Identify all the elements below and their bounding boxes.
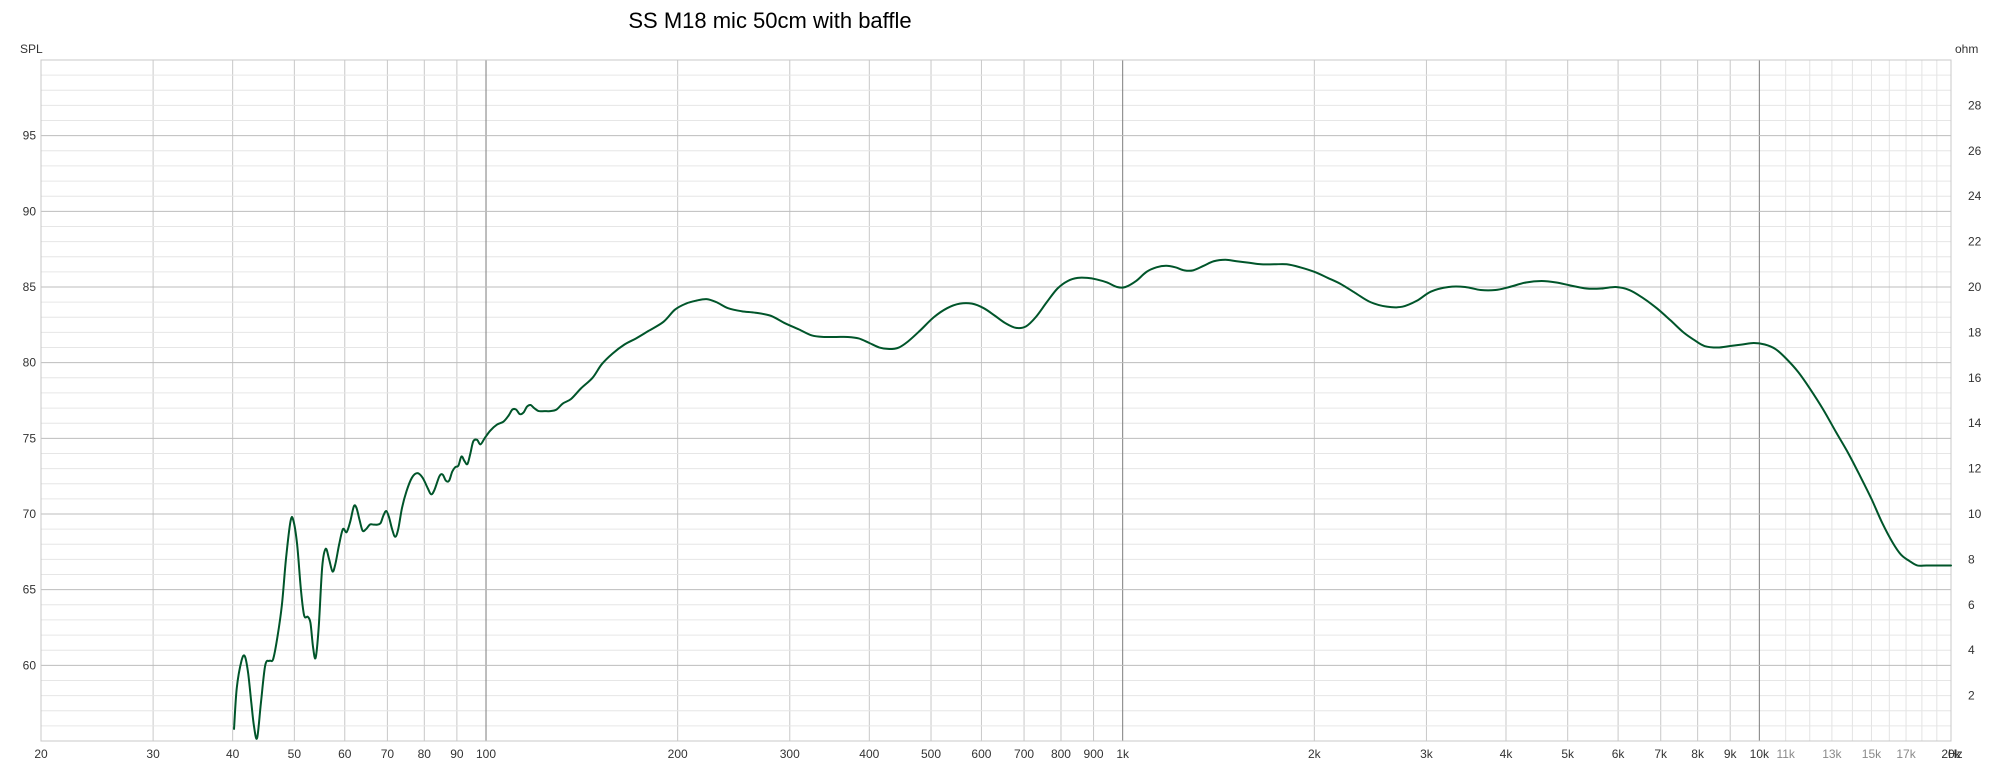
x-tick-label: 7k [1654,747,1668,761]
y2-tick-label: 16 [1968,371,1982,385]
x-tick-label: 300 [780,747,800,761]
y2-tick-label: 26 [1968,144,1982,158]
y2-tick-label: 24 [1968,189,1982,203]
x-tick-label: 800 [1051,747,1071,761]
y2-tick-label: 20 [1968,280,1982,294]
x-tick-label: 10k [1750,747,1770,761]
x-tick-label: 900 [1084,747,1104,761]
y2-tick-label: 6 [1968,598,1975,612]
y-axis-label: SPL [20,42,43,56]
y-tick-label: 70 [23,507,37,521]
y-tick-label: 60 [23,658,37,672]
y2-tick-label: 12 [1968,462,1982,476]
y-tick-label: 65 [23,583,37,597]
x-tick-label: 50 [288,747,302,761]
x-tick-label: 90 [450,747,464,761]
x-tick-label: 600 [971,747,991,761]
x-tick-label: 2k [1308,747,1322,761]
x-tick-label: 20k [1941,747,1961,761]
x-tick-label: 500 [921,747,941,761]
y2-axis-label: ohm [1955,42,1978,56]
x-tick-label: 60 [338,747,352,761]
y2-tick-label: 28 [1968,98,1982,112]
y2-tick-label: 2 [1968,689,1975,703]
y2-tick-label: 14 [1968,416,1982,430]
x-tick-label: 3k [1420,747,1434,761]
y2-tick-label: 4 [1968,643,1975,657]
x-tick-label: 20 [34,747,48,761]
spl-series-line [233,258,1952,740]
y-tick-label: 80 [23,356,37,370]
x-tick-label: 1k [1116,747,1130,761]
x-tick-label: 700 [1014,747,1034,761]
y-tick-label: 75 [23,431,37,445]
x-tick-label: 6k [1612,747,1626,761]
major-grid [41,59,1951,742]
x-tick-label: 11k [1776,747,1795,761]
y-tick-label: 85 [23,280,37,294]
y2-tick-label: 22 [1968,235,1982,249]
y2-tick-label: 18 [1968,325,1982,339]
y-tick-label: 90 [23,204,37,218]
y2-tick-label: 8 [1968,552,1975,566]
x-tick-label: 40 [226,747,240,761]
x-tick-label: 13k [1822,747,1842,761]
x-tick-label: 5k [1561,747,1575,761]
y-axis-tick-labels: 60 65 70 75 80 85 90 95 [23,129,37,673]
x-tick-label: 4k [1500,747,1514,761]
y-tick-label: 95 [23,129,37,143]
minor-grid [40,60,1952,741]
x-tick-label: 15k [1862,747,1882,761]
x-tick-label: 400 [859,747,879,761]
x-tick-label: 70 [381,747,395,761]
x-tick-label: 100 [476,747,496,761]
x-tick-label: 80 [418,747,432,761]
x-tick-label: 9k [1724,747,1738,761]
plot-frame [40,59,1952,742]
chart-title: SS M18 mic 50cm with baffle [628,8,912,33]
x-axis-tick-labels: 20 30 40 50 60 70 80 90 100 200 300 400 500 600 700 800… [34,747,1961,761]
y2-tick-label: 10 [1968,507,1982,521]
series-layer [233,258,1952,740]
x-tick-label: 17k [1896,747,1916,761]
x-axis-unit: Hz [1948,747,1963,761]
x-tick-label: 30 [146,747,160,761]
x-tick-label: 8k [1691,747,1705,761]
x-tick-label: 200 [668,747,688,761]
